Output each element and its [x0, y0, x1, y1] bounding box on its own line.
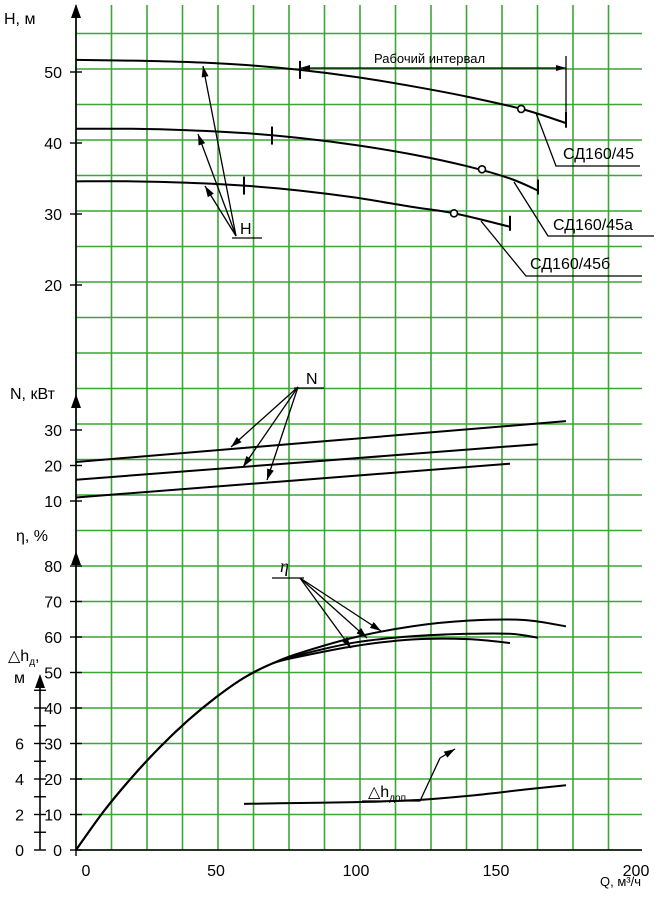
npsh-curve-label: △hдоп	[368, 784, 406, 804]
head-tick-label: 30	[44, 207, 62, 224]
head-curve-label: H	[240, 221, 252, 238]
efficiency-tick-label: 80	[44, 559, 62, 576]
npsh-label-leader	[362, 757, 441, 802]
power-leader-1-arrowhead	[231, 437, 242, 447]
head-curve-2	[75, 180, 511, 228]
efficiency-tick-label: 60	[44, 630, 62, 647]
power-leader-1	[230, 386, 299, 448]
head-tick-label: 40	[44, 136, 62, 153]
head-tick-label: 20	[44, 278, 62, 295]
efficiency-curve-1	[75, 632, 539, 851]
series-leader-sd160-45a	[513, 181, 654, 237]
working-interval-arrow-left	[300, 65, 310, 71]
series-label-sd160-45b: СД160/45б	[530, 256, 610, 273]
series-label-sd160-45a: СД160/45а	[553, 217, 633, 234]
series-leader-sd160-45	[535, 112, 640, 167]
working-interval-label: Рабочий интервал	[374, 51, 485, 66]
power-leader-3-arrowhead	[267, 468, 274, 480]
head-leader-2	[197, 133, 237, 237]
power-line-2	[75, 462, 511, 499]
head-tick-label: 50	[44, 65, 62, 82]
efficiency-curve-2	[75, 637, 511, 851]
head-leader-1-arrowhead	[201, 66, 209, 78]
efficiency-leader-1-arrowhead	[369, 622, 381, 631]
efficiency-tick-label: 0	[53, 843, 62, 860]
efficiency-leader-2-arrowhead	[356, 628, 367, 638]
power-line-0	[75, 420, 567, 463]
efficiency-leader-3-arrowhead	[341, 637, 351, 648]
efficiency-axis-label: η, %	[16, 528, 48, 545]
efficiency-curve-label: η	[280, 556, 289, 576]
head-leader-1	[202, 65, 237, 237]
power-tick-label: 30	[44, 423, 62, 440]
efficiency-tick-label: 40	[44, 701, 62, 718]
npsh-curve-label-main: △h	[368, 784, 389, 801]
power-line-1	[75, 443, 539, 481]
operating-point-0	[516, 104, 526, 114]
y-axis-power-arrow	[71, 394, 81, 408]
x-tick-label: 100	[343, 863, 370, 880]
power-leader-3	[266, 386, 299, 481]
npsh-axis-label-comma: ,	[35, 648, 39, 665]
power-tick-label: 10	[44, 494, 62, 511]
x-tick-label: 200	[623, 863, 650, 880]
efficiency-tick-label: 70	[44, 595, 62, 612]
efficiency-tick-label: 50	[44, 666, 62, 683]
npsh-axis-unit: м	[14, 670, 25, 687]
head-axis-label: H, м	[4, 11, 35, 28]
operating-point-2	[449, 208, 459, 218]
npsh-tick-label: 4	[15, 772, 24, 789]
efficiency-leader-1	[299, 577, 382, 632]
head-curve-1	[75, 127, 539, 192]
npsh-tick-label: 0	[15, 843, 24, 860]
annotations	[197, 56, 654, 802]
y-axis-efficiency-arrow	[71, 551, 81, 565]
x-tick-label: 150	[483, 863, 510, 880]
npsh-curve-0	[243, 784, 567, 805]
npsh-tick-label: 2	[15, 808, 24, 825]
npsh-axis-label-sub: д	[29, 657, 35, 668]
efficiency-curve-0	[75, 618, 567, 851]
grid	[75, 5, 642, 851]
power-tick-label: 20	[44, 459, 62, 476]
power-leader-2-arrowhead	[243, 455, 253, 467]
working-interval-arrow-right	[556, 65, 566, 71]
y-axis-npsh-arrow	[35, 674, 45, 688]
curves	[75, 58, 567, 851]
efficiency-leader-2	[299, 577, 368, 639]
x-axis-label: Q, м³/ч	[600, 874, 641, 889]
npsh-tick-label: 6	[15, 737, 24, 754]
efficiency-tick-label: 20	[44, 772, 62, 789]
series-leader-sd160-45b	[480, 220, 642, 277]
efficiency-tick-label: 10	[44, 808, 62, 825]
power-curve-label: N	[306, 371, 318, 388]
power-axis-label: N, кВт	[10, 386, 56, 403]
head-curve-0	[75, 58, 567, 125]
npsh-axis-label: △hд,	[8, 648, 40, 668]
power-leader-2	[242, 386, 299, 468]
npsh-leader-arrowhead	[443, 749, 455, 758]
npsh-curve-label-sub: доп	[389, 793, 406, 804]
operating-point-1	[477, 164, 487, 174]
x-tick-label: 50	[207, 863, 225, 880]
efficiency-tick-label: 30	[44, 737, 62, 754]
efficiency-leader-3	[299, 577, 352, 649]
y-axis-main-arrow	[71, 4, 81, 18]
head-leader-2-arrowhead	[198, 134, 206, 146]
head-leader-3-arrowhead	[205, 186, 214, 198]
x-tick-label: 0	[82, 863, 91, 880]
series-label-sd160-45: СД160/45	[563, 146, 634, 163]
npsh-axis-label-main: △h	[8, 648, 29, 665]
axes: 0 50 100 150 200 0 2 4 6 20 30 40 50 10 20 30 0 10 20 30 40 5…	[15, 4, 649, 880]
